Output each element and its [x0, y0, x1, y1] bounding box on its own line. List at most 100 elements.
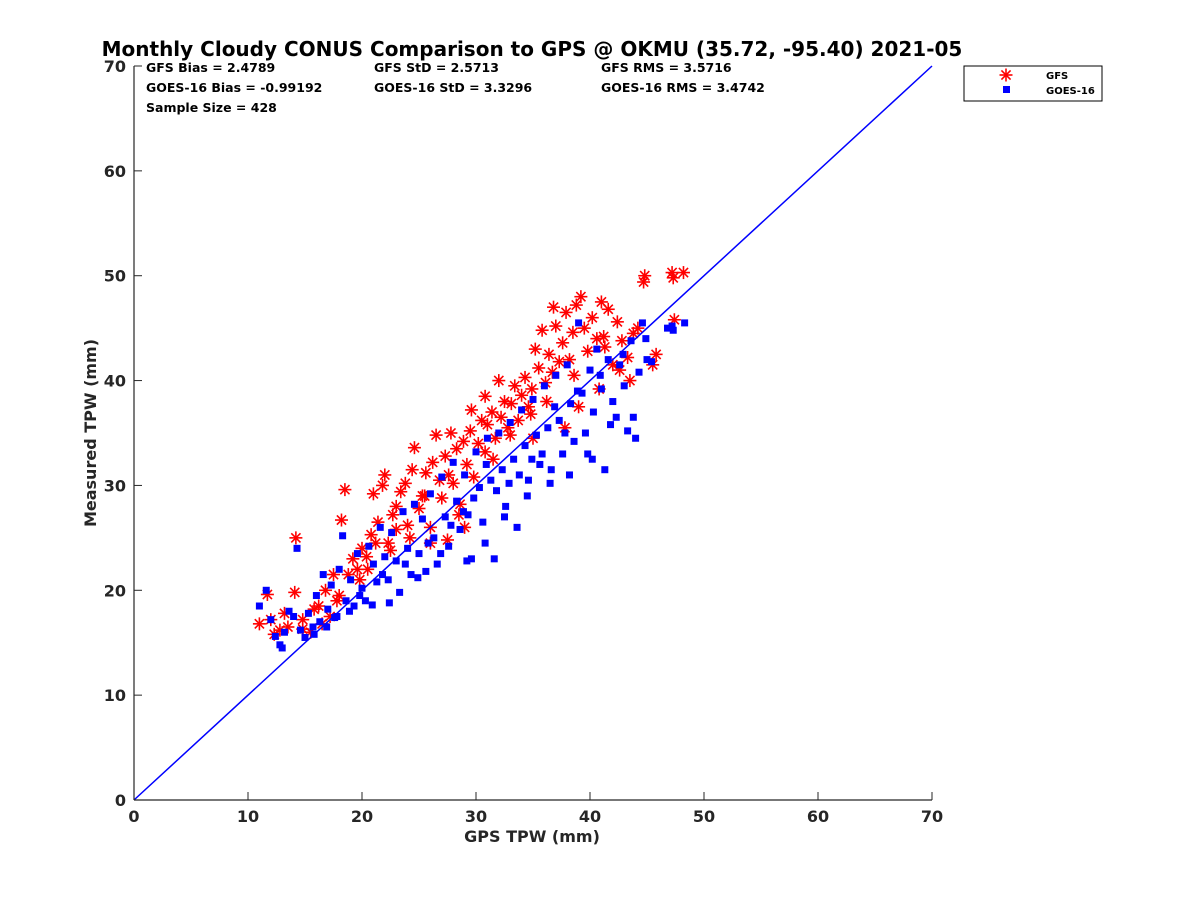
data-point	[601, 302, 615, 316]
data-point	[460, 457, 474, 471]
data-point	[332, 589, 346, 603]
data-point	[584, 450, 592, 458]
data-point	[252, 617, 266, 631]
data-point	[513, 523, 521, 531]
data-point	[334, 513, 348, 527]
data-point	[289, 531, 303, 545]
data-point	[403, 531, 417, 545]
data-point	[353, 573, 367, 587]
data-point	[502, 502, 510, 510]
legend-goes16-marker	[1003, 86, 1010, 93]
data-point	[676, 266, 690, 280]
data-point	[524, 407, 538, 421]
data-point	[648, 358, 656, 366]
data-point	[384, 576, 392, 584]
data-point	[376, 478, 390, 492]
y-tick-label: 70	[104, 57, 126, 76]
data-point	[424, 539, 432, 547]
data-point	[597, 330, 611, 344]
data-point	[518, 370, 532, 384]
data-point	[538, 450, 546, 458]
data-point	[515, 388, 529, 402]
data-point	[589, 408, 597, 416]
data-point	[551, 403, 559, 411]
data-point	[464, 511, 472, 519]
data-point	[515, 471, 523, 479]
data-point	[501, 513, 508, 521]
data-point	[664, 324, 672, 332]
data-point	[559, 305, 573, 319]
data-point	[524, 476, 532, 484]
data-point	[445, 542, 453, 550]
data-point	[574, 290, 588, 304]
data-point	[290, 613, 298, 620]
data-point	[529, 395, 537, 403]
data-point	[570, 437, 578, 445]
data-point	[563, 361, 571, 369]
data-point	[498, 466, 506, 474]
data-point	[590, 332, 604, 346]
x-tick-label: 20	[351, 807, 373, 826]
data-point	[567, 368, 581, 382]
data-point	[426, 455, 440, 469]
data-point	[288, 585, 302, 599]
data-point	[453, 497, 461, 505]
data-point	[456, 434, 470, 448]
y-tick-label: 20	[104, 581, 126, 600]
data-point	[381, 553, 389, 561]
data-point	[521, 442, 529, 450]
data-point	[546, 479, 554, 487]
data-point	[616, 361, 624, 369]
data-point	[304, 609, 312, 617]
data-point	[480, 418, 494, 432]
data-point	[547, 300, 561, 314]
data-point	[396, 588, 404, 596]
axes: 0 10 20 30 40 50 60 70 0 10 20 30 40 50 60 70	[104, 57, 943, 826]
data-point	[360, 550, 374, 564]
data-point	[426, 490, 434, 498]
data-point	[312, 592, 320, 600]
data-point	[544, 424, 552, 432]
data-point	[347, 576, 355, 584]
data-point	[333, 613, 341, 620]
data-point	[368, 601, 376, 609]
data-point	[293, 544, 301, 552]
data-point	[588, 455, 596, 463]
data-point	[565, 471, 573, 479]
data-point	[319, 571, 327, 579]
data-point	[478, 389, 492, 403]
data-point	[536, 460, 544, 468]
data-point	[414, 574, 422, 582]
y-axis-label: Measured TPW (mm)	[81, 339, 100, 527]
data-point	[567, 400, 575, 408]
plot-area	[133, 65, 933, 801]
stat-gfs-std: GFS StD = 2.5713	[374, 60, 499, 75]
data-point	[392, 557, 400, 565]
data-point	[495, 429, 503, 437]
data-point	[335, 565, 343, 573]
data-point	[366, 487, 380, 501]
data-point	[353, 550, 361, 558]
stat-sample-size: Sample Size = 428	[146, 100, 277, 115]
data-point	[471, 436, 485, 450]
legend: GFS GOES-16	[963, 65, 1103, 102]
y-tick-label: 40	[104, 372, 126, 391]
data-point	[271, 632, 279, 640]
y-tick-label: 30	[104, 476, 126, 495]
data-point	[323, 623, 331, 631]
data-point	[581, 344, 595, 358]
stat-goes-std: GOES-16 StD = 3.3296	[374, 80, 532, 95]
data-point	[586, 366, 594, 374]
data-point	[523, 492, 531, 500]
data-point	[483, 434, 491, 442]
data-point	[598, 340, 612, 354]
data-point	[518, 406, 526, 414]
data-point	[285, 607, 293, 615]
data-point	[373, 578, 381, 586]
data-point	[410, 500, 418, 508]
data-point	[485, 405, 499, 419]
data-point	[385, 599, 393, 607]
data-point	[596, 371, 604, 379]
data-point	[601, 466, 609, 474]
data-point	[604, 356, 612, 364]
